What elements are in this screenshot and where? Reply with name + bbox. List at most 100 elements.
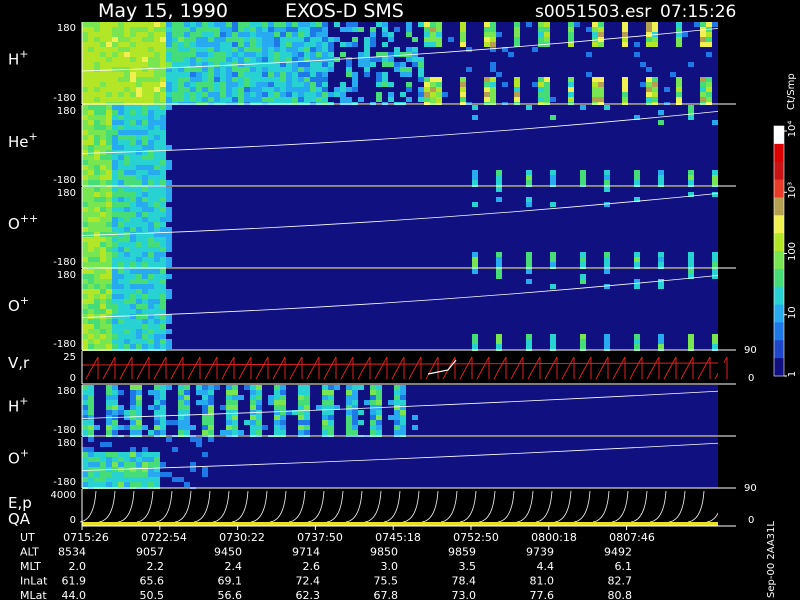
pitch-trace: [81, 110, 723, 154]
panel-species: V,r: [8, 354, 30, 372]
row-value: 0745:18: [375, 531, 421, 544]
row-value: 0737:50: [297, 531, 343, 544]
row-value: 3.0: [381, 560, 399, 573]
sweep-trace: [374, 356, 388, 380]
colorbar-tick-label: 1: [787, 371, 798, 377]
panel-species: O++: [8, 212, 38, 233]
sweep-trace: [680, 356, 694, 380]
right-min-label: 0: [748, 373, 754, 384]
panel-4: [81, 351, 736, 385]
panel-6: [81, 437, 736, 492]
panel-label-7: E,pQA 4000 0 90 0: [8, 483, 757, 528]
panel-edge: [718, 351, 724, 384]
panel-label-6: O+ 180 -180: [8, 438, 76, 488]
row-value: 2.0: [69, 560, 87, 573]
energy-sweep-trace: [155, 490, 173, 523]
sweep-trace: [408, 356, 422, 380]
row-value: 0807:46: [609, 531, 655, 544]
y-min-label: -180: [53, 93, 76, 104]
row-value: 2.4: [225, 560, 243, 573]
panel-species: O+: [8, 447, 29, 468]
sweep-trace: [187, 356, 201, 380]
sweep-trace: [255, 356, 269, 380]
row-value: 80.8: [608, 589, 633, 600]
colorbar-swatch: [774, 268, 784, 288]
colorbar-swatch: [774, 322, 784, 341]
sweep-trace: [238, 356, 252, 380]
row-value: 0730:22: [219, 531, 265, 544]
colorbar: 1 10 100 10³ 10⁴: [773, 121, 798, 377]
energy-sweep-trace: [649, 490, 667, 523]
colorbar-tick-label: 10⁴: [787, 121, 798, 138]
energy-sweep-trace: [592, 490, 610, 523]
panel-background: [82, 105, 722, 186]
row-value: 77.6: [530, 589, 555, 600]
y-min-label: -180: [53, 257, 76, 268]
y-min-label: -180: [53, 339, 76, 350]
colorbar-swatch: [774, 179, 784, 198]
panel-label-4: V,r 25 0 90 0: [8, 345, 757, 384]
sweep-white-trace: [427, 359, 457, 375]
sweep-trace: [102, 356, 116, 380]
row-value: 0800:18: [531, 531, 577, 544]
colorbar-swatch: [774, 286, 784, 306]
row-value: 9492: [604, 546, 632, 559]
colorbar-tick-label: 100: [787, 242, 798, 261]
panel-species: O+: [8, 294, 29, 315]
pitch-trace: [81, 274, 723, 318]
y-max-label: 4000: [51, 490, 76, 501]
footer-tag: Sep-00 2AA31L: [766, 521, 777, 598]
energy-sweep-trace: [193, 490, 211, 523]
colorbar-tick-label: 10³: [787, 182, 798, 199]
header-time: 07:15:26: [660, 2, 736, 22]
row-value: 65.6: [140, 575, 165, 588]
row-value: 75.5: [374, 575, 399, 588]
panel-species: H+: [8, 395, 29, 416]
panel-species: He+: [8, 130, 38, 151]
energy-sweep-trace: [307, 490, 325, 523]
energy-sweep-trace: [136, 490, 154, 523]
row-value: 9714: [292, 546, 320, 559]
row-label-ut: UT: [20, 531, 35, 544]
colorbar-swatch: [774, 143, 784, 163]
energy-sweep-trace: [250, 490, 268, 523]
header-date: May 15, 1990: [98, 0, 228, 22]
y-min-label: 0: [70, 515, 76, 526]
row-value: 0715:26: [63, 531, 109, 544]
y-max-label: 180: [57, 188, 76, 199]
panel-labels: H+180-180He+180-180O++180-180O+180-180V,…: [8, 23, 757, 528]
sweep-trace: [306, 356, 320, 380]
energy-sweep-trace: [421, 490, 439, 523]
energy-sweep-trace: [611, 490, 629, 523]
right-max-label: 90: [744, 483, 757, 494]
sweep-trace: [663, 356, 677, 380]
panel-edge: [718, 437, 724, 488]
y-max-label: 180: [57, 438, 76, 449]
panel-label-0: H+ 180 -180: [8, 23, 76, 104]
energy-sweep-trace: [497, 490, 515, 523]
energy-sweep-trace: [535, 490, 553, 523]
orbit-parameter-table: UT 0715:26 0722:54 0730:22 0737:50 0745:18 075…: [20, 531, 655, 600]
row-value: 69.1: [218, 575, 243, 588]
sweep-trace: [595, 356, 609, 380]
sweep-trace: [578, 356, 592, 380]
colorbar-swatch: [774, 340, 784, 359]
right-max-label: 90: [744, 345, 757, 356]
row-value: 9739: [526, 546, 554, 559]
spectrogram-panels: [79, 22, 736, 527]
energy-sweep-trace: [687, 490, 705, 523]
pitch-trace: [81, 192, 723, 236]
row-label-alt: ALT: [20, 546, 39, 559]
y-min-label: -180: [53, 425, 76, 436]
row-value: 61.9: [62, 575, 87, 588]
sweep-trace: [153, 356, 167, 380]
energy-sweep-trace: [630, 490, 648, 523]
panel-1: [81, 105, 736, 190]
colorbar-swatch: [774, 126, 784, 145]
right-min-label: 0: [748, 515, 754, 526]
sweep-trace: [629, 356, 643, 380]
panel-sublabel: QA: [8, 510, 31, 528]
y-min-label: -180: [53, 175, 76, 186]
energy-sweep-trace: [516, 490, 534, 523]
sweep-trace: [612, 356, 626, 380]
